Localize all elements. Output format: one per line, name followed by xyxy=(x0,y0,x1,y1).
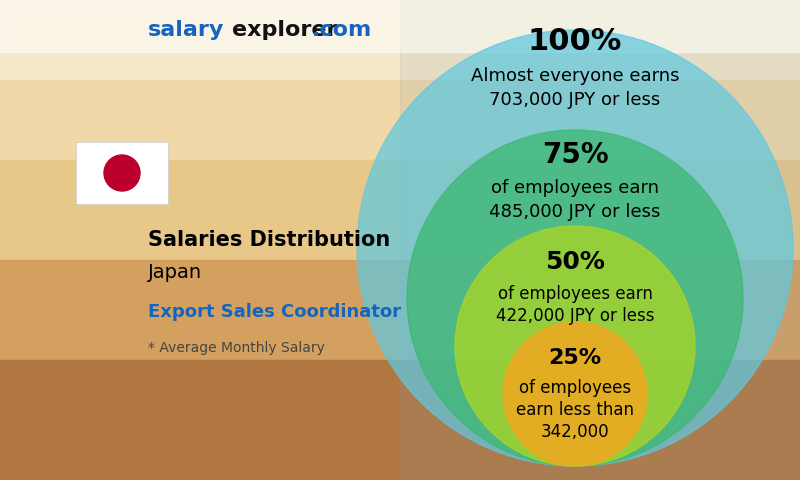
Text: 75%: 75% xyxy=(542,141,608,169)
Text: of employees earn: of employees earn xyxy=(491,179,659,197)
Bar xyxy=(0,0,800,80)
Circle shape xyxy=(357,30,793,466)
Text: Japan: Japan xyxy=(148,263,202,281)
Text: of employees: of employees xyxy=(519,379,631,397)
Text: Export Sales Coordinator: Export Sales Coordinator xyxy=(148,303,401,321)
Text: 703,000 JPY or less: 703,000 JPY or less xyxy=(490,91,661,109)
Circle shape xyxy=(407,130,743,466)
Text: salary: salary xyxy=(148,20,224,40)
Bar xyxy=(0,260,800,360)
Text: 25%: 25% xyxy=(549,348,602,368)
Text: 422,000 JPY or less: 422,000 JPY or less xyxy=(496,307,654,325)
Text: * Average Monthly Salary: * Average Monthly Salary xyxy=(148,341,325,355)
Bar xyxy=(0,80,800,160)
Bar xyxy=(76,142,168,204)
Bar xyxy=(400,0,800,480)
Text: of employees earn: of employees earn xyxy=(498,285,653,303)
Bar xyxy=(0,360,800,480)
Text: Salaries Distribution: Salaries Distribution xyxy=(148,230,390,250)
Text: explorer: explorer xyxy=(232,20,338,40)
Text: 50%: 50% xyxy=(545,250,605,274)
Text: .com: .com xyxy=(312,20,372,40)
Text: 485,000 JPY or less: 485,000 JPY or less xyxy=(490,203,661,221)
Text: 100%: 100% xyxy=(528,27,622,57)
Bar xyxy=(0,0,800,52)
Text: Almost everyone earns: Almost everyone earns xyxy=(470,67,679,85)
Circle shape xyxy=(104,155,140,191)
Text: earn less than: earn less than xyxy=(516,401,634,419)
Bar xyxy=(0,160,800,260)
Circle shape xyxy=(455,226,695,466)
Text: 342,000: 342,000 xyxy=(541,423,610,441)
Circle shape xyxy=(503,322,647,466)
